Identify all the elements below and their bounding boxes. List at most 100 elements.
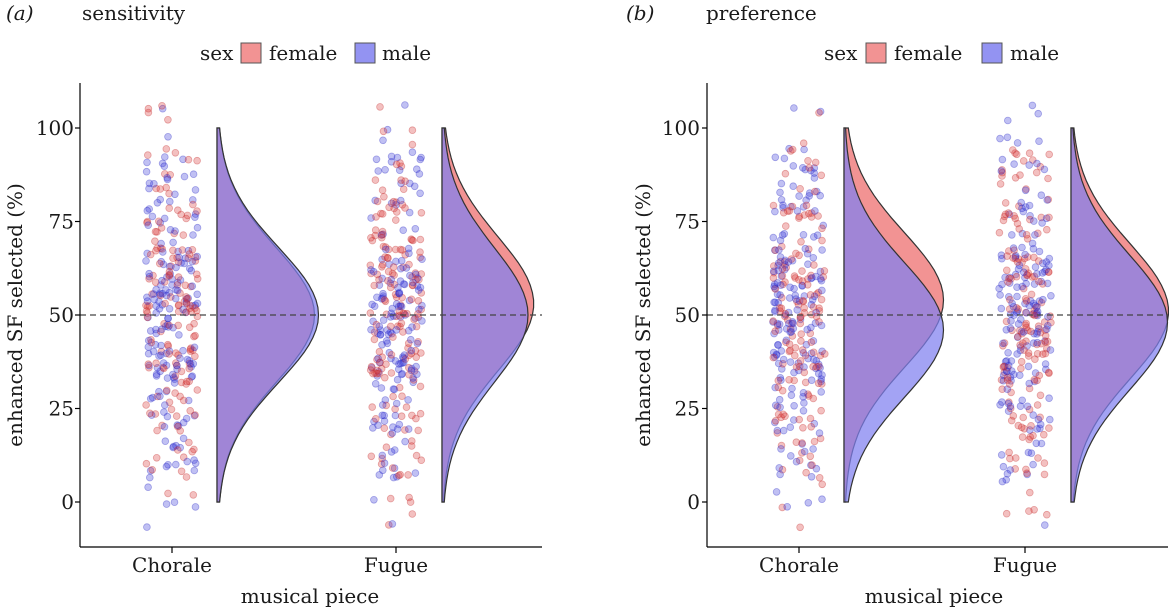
data-point-male: [408, 148, 417, 157]
data-point-female: [807, 209, 816, 217]
data-point-female: [778, 271, 787, 280]
data-point-male: [779, 201, 787, 210]
data-point-female: [996, 180, 1005, 188]
data-point-male: [1042, 265, 1050, 274]
data-point-female: [145, 274, 153, 283]
data-point-male: [160, 214, 169, 223]
data-point-female: [151, 237, 159, 246]
data-point-female: [183, 377, 191, 386]
data-point-female: [775, 304, 784, 312]
data-point-female: [795, 415, 803, 424]
data-point-male: [788, 317, 797, 326]
data-point-male: [374, 421, 382, 430]
panel-a: (a) sensitivity sex female male 0 25 50 75 1…: [3, 1, 542, 608]
data-point-female: [779, 208, 788, 217]
data-point-female: [397, 412, 406, 421]
data-point-male: [1031, 301, 1039, 310]
data-point-female: [415, 275, 423, 284]
data-point-male: [183, 355, 192, 364]
data-point-female: [396, 159, 404, 167]
data-point-female: [788, 332, 797, 340]
data-point-male: [818, 286, 826, 295]
data-point-male: [771, 153, 780, 162]
data-point-male: [378, 274, 387, 283]
data-point-male: [1031, 263, 1040, 271]
data-point-female: [1041, 338, 1050, 346]
data-point-female: [1029, 156, 1037, 164]
data-point-male: [171, 190, 179, 199]
data-point-female: [164, 340, 172, 349]
data-point-male: [998, 477, 1007, 486]
data-point-male: [381, 245, 390, 254]
data-point-female: [1022, 185, 1030, 193]
data-point-male: [1027, 449, 1036, 458]
data-point-male: [381, 166, 389, 174]
data-point-female: [816, 351, 825, 360]
data-point-female: [1005, 448, 1013, 457]
data-point-female: [804, 157, 812, 165]
data-point-female: [387, 430, 395, 439]
data-point-female: [161, 170, 169, 178]
data-point-male: [150, 180, 158, 188]
y-tick-label: 50: [49, 303, 74, 327]
data-point-female: [156, 291, 165, 300]
data-point-female: [186, 301, 195, 310]
data-point-female: [1034, 229, 1042, 238]
data-point-male: [143, 523, 151, 531]
data-point-female: [165, 267, 174, 276]
data-point-male: [404, 425, 413, 433]
data-point-female: [1017, 357, 1026, 366]
data-point-male: [818, 371, 826, 379]
data-point-female: [1047, 318, 1055, 327]
data-point-female: [391, 405, 399, 413]
data-point-male: [389, 473, 398, 482]
data-point-male: [411, 469, 420, 477]
data-point-male: [1005, 210, 1014, 219]
data-point-male: [779, 203, 787, 212]
data-point-male: [1016, 402, 1025, 411]
data-point-male: [1011, 251, 1020, 260]
data-point-male: [163, 175, 172, 184]
data-point-male: [187, 373, 196, 381]
data-point-female: [157, 244, 165, 253]
data-point-female: [142, 401, 150, 409]
data-point-female: [385, 203, 393, 212]
data-point-female: [1039, 350, 1047, 359]
data-point-female: [1015, 202, 1023, 211]
data-point-female: [796, 313, 805, 322]
data-point-female: [165, 189, 173, 198]
data-point-female: [372, 369, 381, 378]
data-point-male: [142, 167, 151, 176]
data-point-female: [378, 186, 387, 195]
data-point-male: [1042, 214, 1051, 223]
data-point-female: [176, 392, 184, 401]
data-point-male: [379, 136, 387, 145]
data-point-male: [777, 272, 786, 281]
data-point-female: [411, 269, 420, 277]
data-point-male: [1010, 160, 1018, 168]
data-point-female: [818, 224, 826, 233]
data-point-female: [379, 127, 388, 136]
data-point-female: [804, 390, 812, 399]
data-point-male: [1033, 425, 1041, 433]
data-point-female: [152, 453, 161, 462]
data-point-male: [414, 286, 423, 294]
data-point-male: [145, 184, 153, 193]
data-point-male: [373, 329, 382, 338]
data-point-female: [804, 392, 813, 400]
data-point-male: [394, 283, 402, 292]
data-point-male: [775, 395, 784, 404]
data-point-male: [409, 278, 417, 287]
data-point-male: [418, 255, 426, 264]
data-point-female: [1022, 465, 1030, 474]
data-point-female: [417, 349, 425, 357]
data-point-male: [799, 231, 808, 239]
data-point-male: [163, 374, 172, 382]
data-point-male: [999, 462, 1008, 471]
data-point-male: [782, 324, 791, 333]
data-point-female: [366, 261, 375, 270]
data-point-male: [416, 189, 424, 198]
data-point-male: [786, 328, 794, 336]
data-point-male: [789, 324, 798, 333]
data-point-male: [386, 279, 395, 288]
